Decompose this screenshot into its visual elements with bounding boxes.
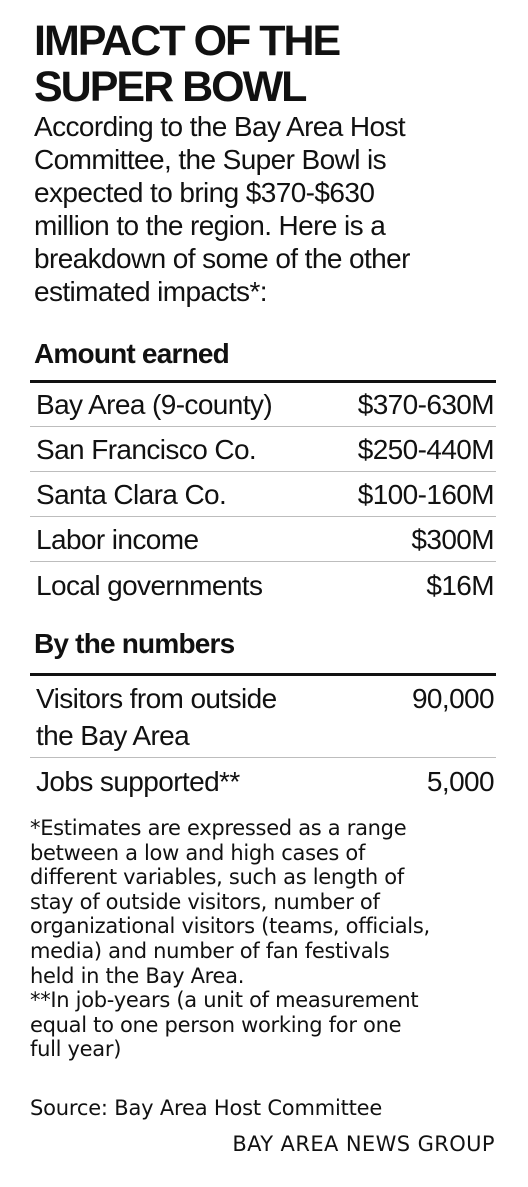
row-label: Bay Area (9-county): [36, 389, 273, 420]
table-row: Local governments $16M: [30, 562, 496, 610]
page-title: IMPACT OF THE SUPER BOWL: [34, 18, 504, 110]
intro-line: According to the Bay Area Host: [34, 111, 406, 142]
footnote-line: **In job-years (a unit of measurement: [30, 988, 419, 1013]
row-label: Visitors from outside the Bay Area: [36, 680, 277, 754]
footnote-line: stay of outside visitors, number of: [30, 889, 380, 914]
row-label: San Francisco Co.: [36, 434, 257, 465]
title-line: IMPACT OF THE: [34, 17, 341, 65]
row-value: $250-440M: [357, 434, 495, 465]
intro-text: According to the Bay Area Host Committee…: [34, 110, 504, 308]
row-label: Jobs supported**: [36, 763, 240, 800]
credit-line: BAY AREA NEWS GROUP: [232, 1132, 495, 1156]
row-value: $16M: [426, 570, 494, 601]
table-row: Visitors from outside the Bay Area 90,00…: [30, 676, 496, 758]
row-label: Local governments: [36, 570, 263, 601]
row-value: 5,000: [426, 766, 495, 797]
footnote-line: different variables, such as length of: [30, 865, 404, 890]
section-rule: [30, 673, 496, 676]
title-line: SUPER BOWL: [34, 63, 307, 111]
footnote-line: media) and number of fan festivals: [30, 938, 390, 963]
footnote-line: held in the Bay Area.: [30, 963, 245, 988]
footnote-line: between a low and high cases of: [30, 840, 366, 865]
row-label: Santa Clara Co.: [36, 479, 227, 510]
footnotes: *Estimates are expressed as a range betw…: [30, 816, 510, 1062]
section-heading-by-the-numbers: By the numbers: [34, 628, 235, 659]
intro-line: estimated impacts*:: [34, 276, 268, 307]
footnote-line: full year): [30, 1037, 122, 1062]
section-rule: [30, 380, 496, 383]
intro-line: million to the region. Here is a: [34, 210, 386, 241]
section-heading-amount-earned: Amount earned: [34, 338, 230, 369]
footnote-line: organizational visitors (teams, official…: [30, 914, 430, 939]
row-value: $100-160M: [357, 479, 495, 510]
row-label-line: Visitors from outside: [36, 683, 277, 714]
table-row: San Francisco Co. $250-440M: [30, 427, 496, 472]
row-label-line: Jobs supported**: [36, 766, 240, 797]
row-value: $370-630M: [357, 389, 495, 420]
table-row: Bay Area (9-county) $370-630M: [30, 383, 496, 427]
intro-line: Committee, the Super Bowl is: [34, 144, 387, 175]
row-value: $300M: [411, 524, 494, 555]
footnote-line: *Estimates are expressed as a range: [30, 816, 407, 840]
source-line: Source: Bay Area Host Committee: [30, 1096, 383, 1120]
footnote-line: equal to one person working for one: [30, 1012, 402, 1037]
row-value: 90,000: [411, 683, 495, 714]
intro-line: breakdown of some of the other: [34, 243, 410, 274]
table-row: Labor income $300M: [30, 517, 496, 562]
row-label-line: the Bay Area: [36, 720, 190, 751]
table-row: Santa Clara Co. $100-160M: [30, 472, 496, 517]
intro-line: expected to bring $370-$630: [34, 177, 375, 208]
table-row: Jobs supported** 5,000: [30, 758, 496, 804]
row-label: Labor income: [36, 524, 199, 555]
